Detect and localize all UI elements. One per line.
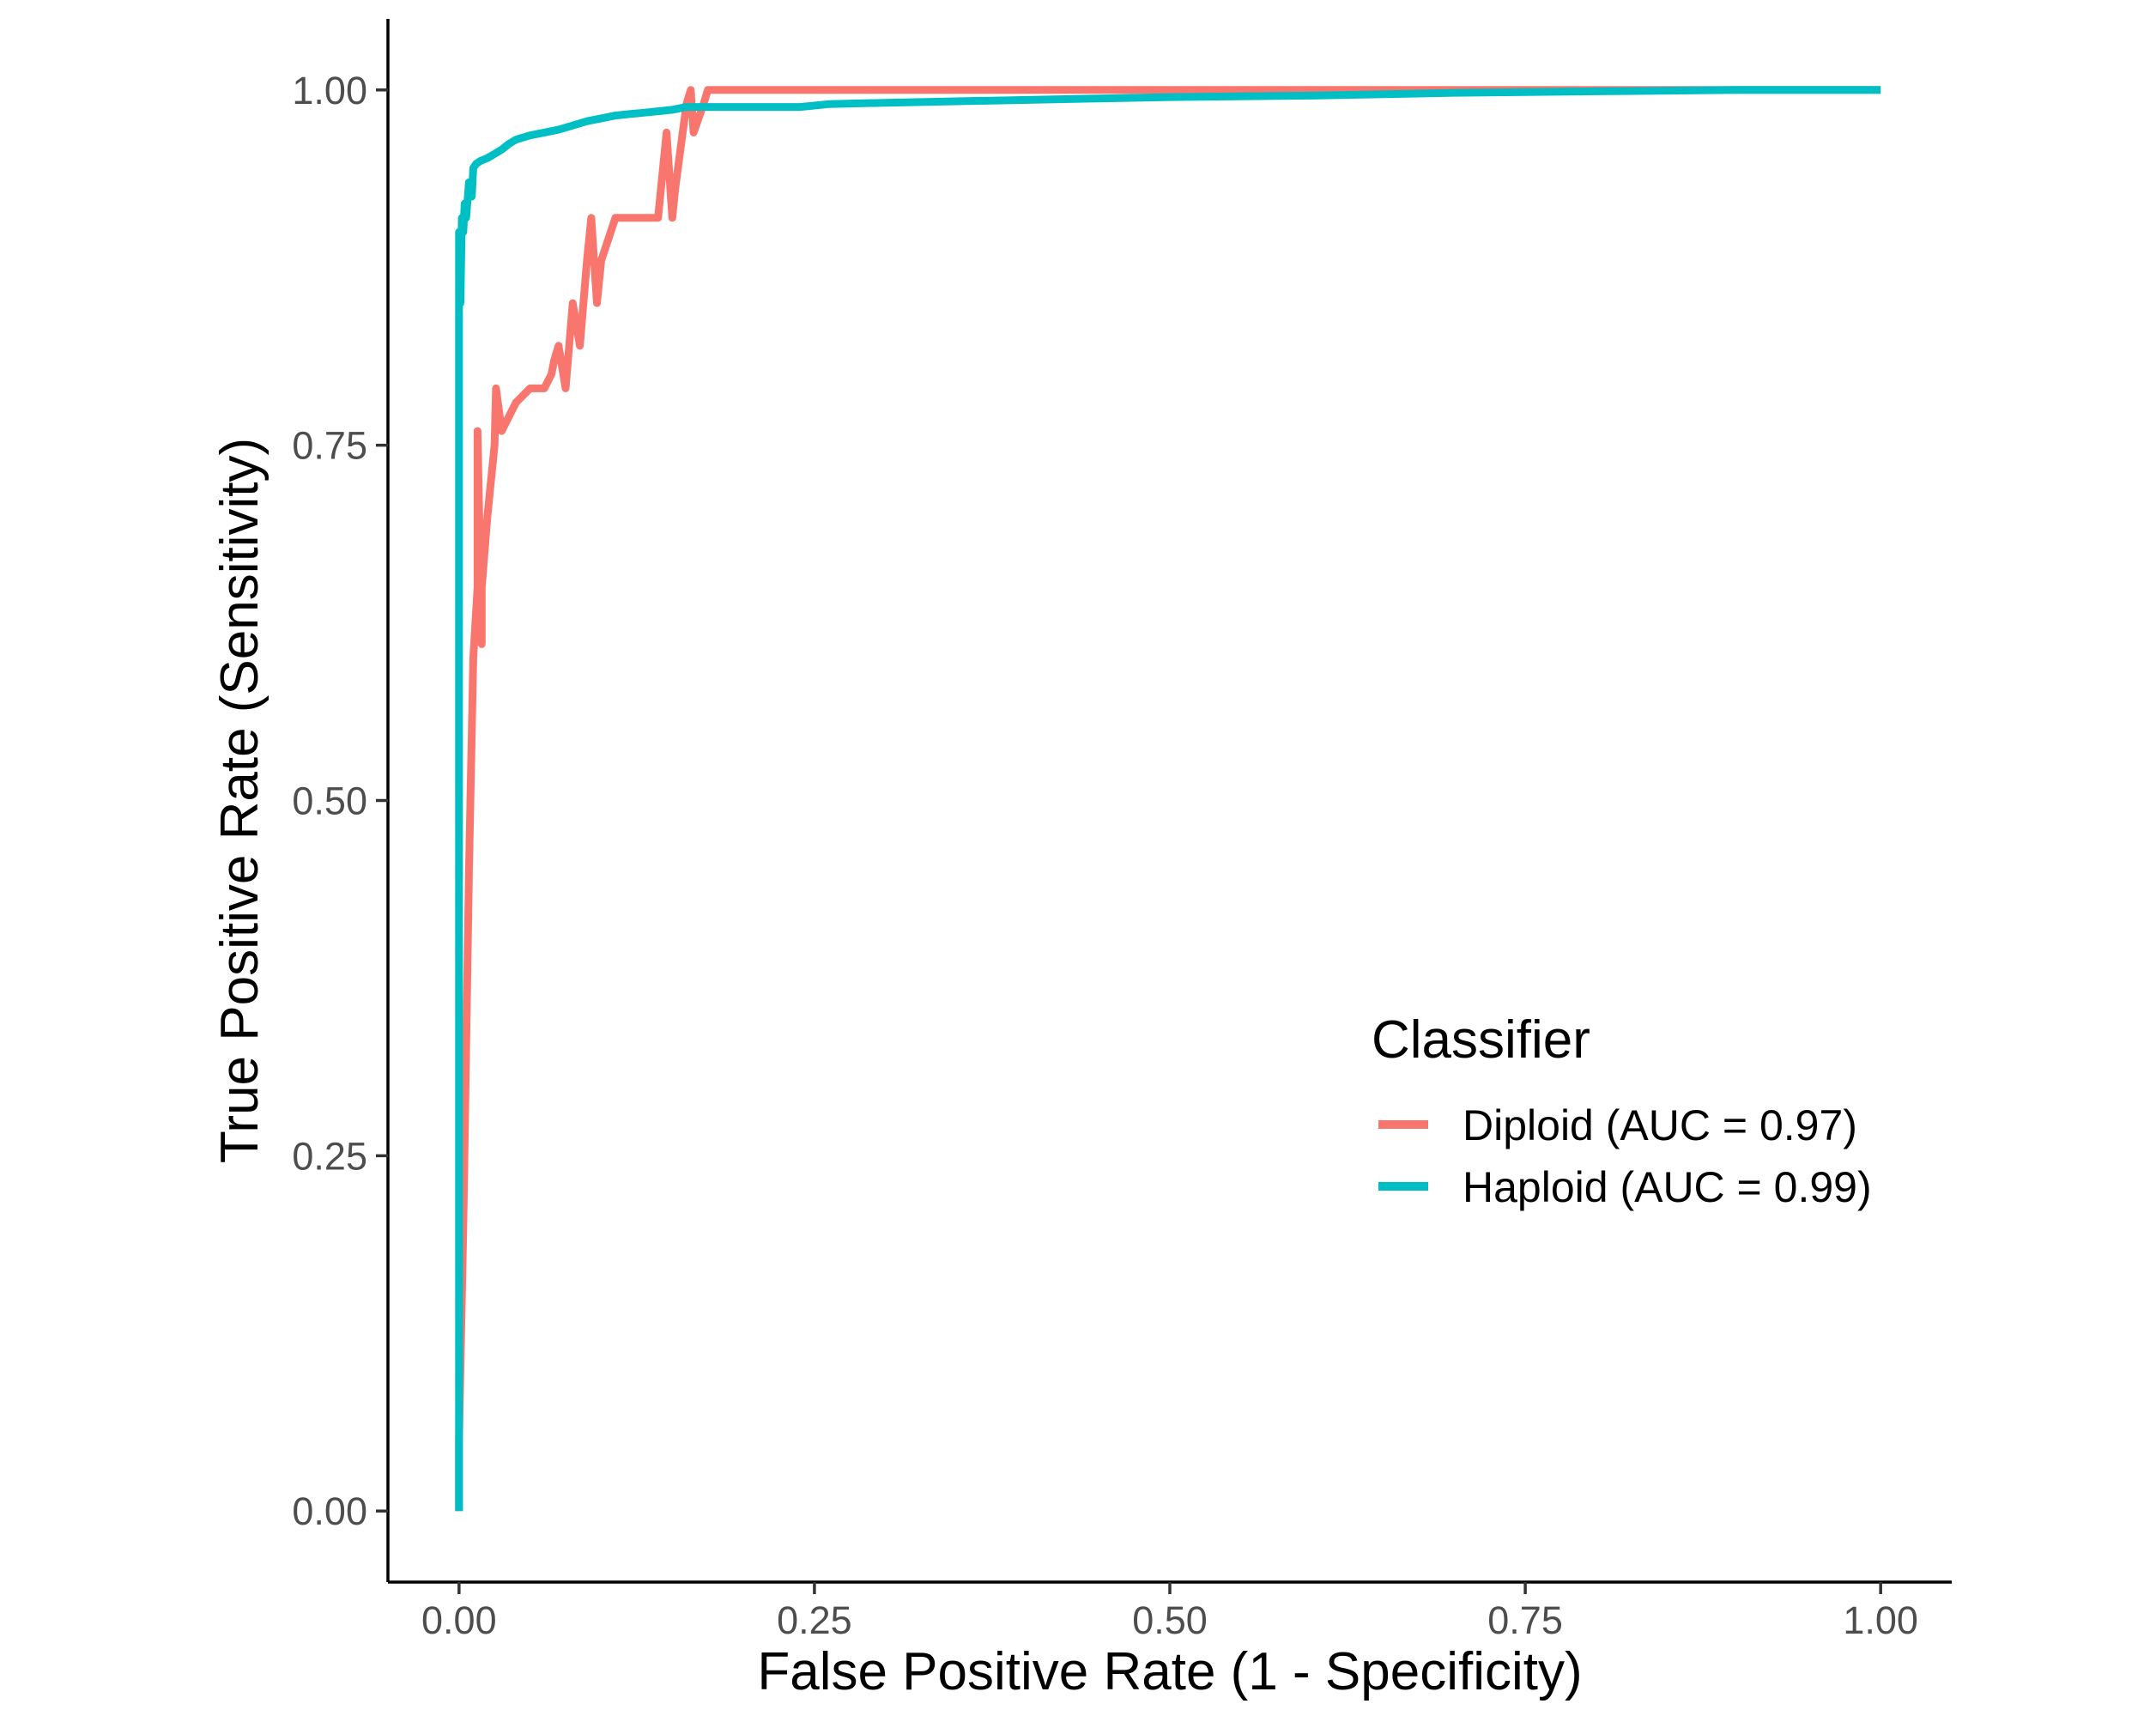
y-tick-label: 0.00 — [292, 1489, 367, 1533]
legend-items: Diploid (AUC = 0.97) Haploid (AUC = 0.99) — [1378, 1101, 1872, 1211]
legend: Classifier Diploid (AUC = 0.97) Haploid (… — [1372, 1010, 1872, 1211]
series-line-diploid — [455, 86, 1881, 1512]
y-tick-label: 0.25 — [292, 1134, 367, 1178]
axes — [386, 19, 1952, 1584]
y-axis-ticks: 0.00 0.25 0.50 0.75 1.00 — [292, 69, 388, 1533]
legend-title: Classifier — [1372, 1010, 1590, 1070]
series-line-haploid — [455, 86, 1881, 1512]
x-tick-label: 0.75 — [1487, 1598, 1563, 1642]
x-axis-ticks: 0.00 0.25 0.50 0.75 1.00 — [421, 1582, 1918, 1642]
y-axis-title: True Positive Rate (Sensitivity) — [210, 438, 270, 1163]
x-tick-label: 0.50 — [1132, 1598, 1208, 1642]
legend-label-haploid: Haploid (AUC = 0.99) — [1463, 1163, 1872, 1211]
x-axis-title: False Positive Rate (1 - Specificity) — [757, 1642, 1582, 1701]
series-lines — [455, 86, 1881, 1512]
x-tick-label: 0.25 — [777, 1598, 852, 1642]
legend-label-diploid: Diploid (AUC = 0.97) — [1463, 1101, 1857, 1149]
y-tick-label: 1.00 — [292, 69, 367, 112]
x-tick-label: 1.00 — [1843, 1598, 1918, 1642]
y-tick-label: 0.75 — [292, 424, 367, 468]
x-tick-label: 0.00 — [421, 1598, 497, 1642]
y-tick-label: 0.50 — [292, 779, 367, 823]
